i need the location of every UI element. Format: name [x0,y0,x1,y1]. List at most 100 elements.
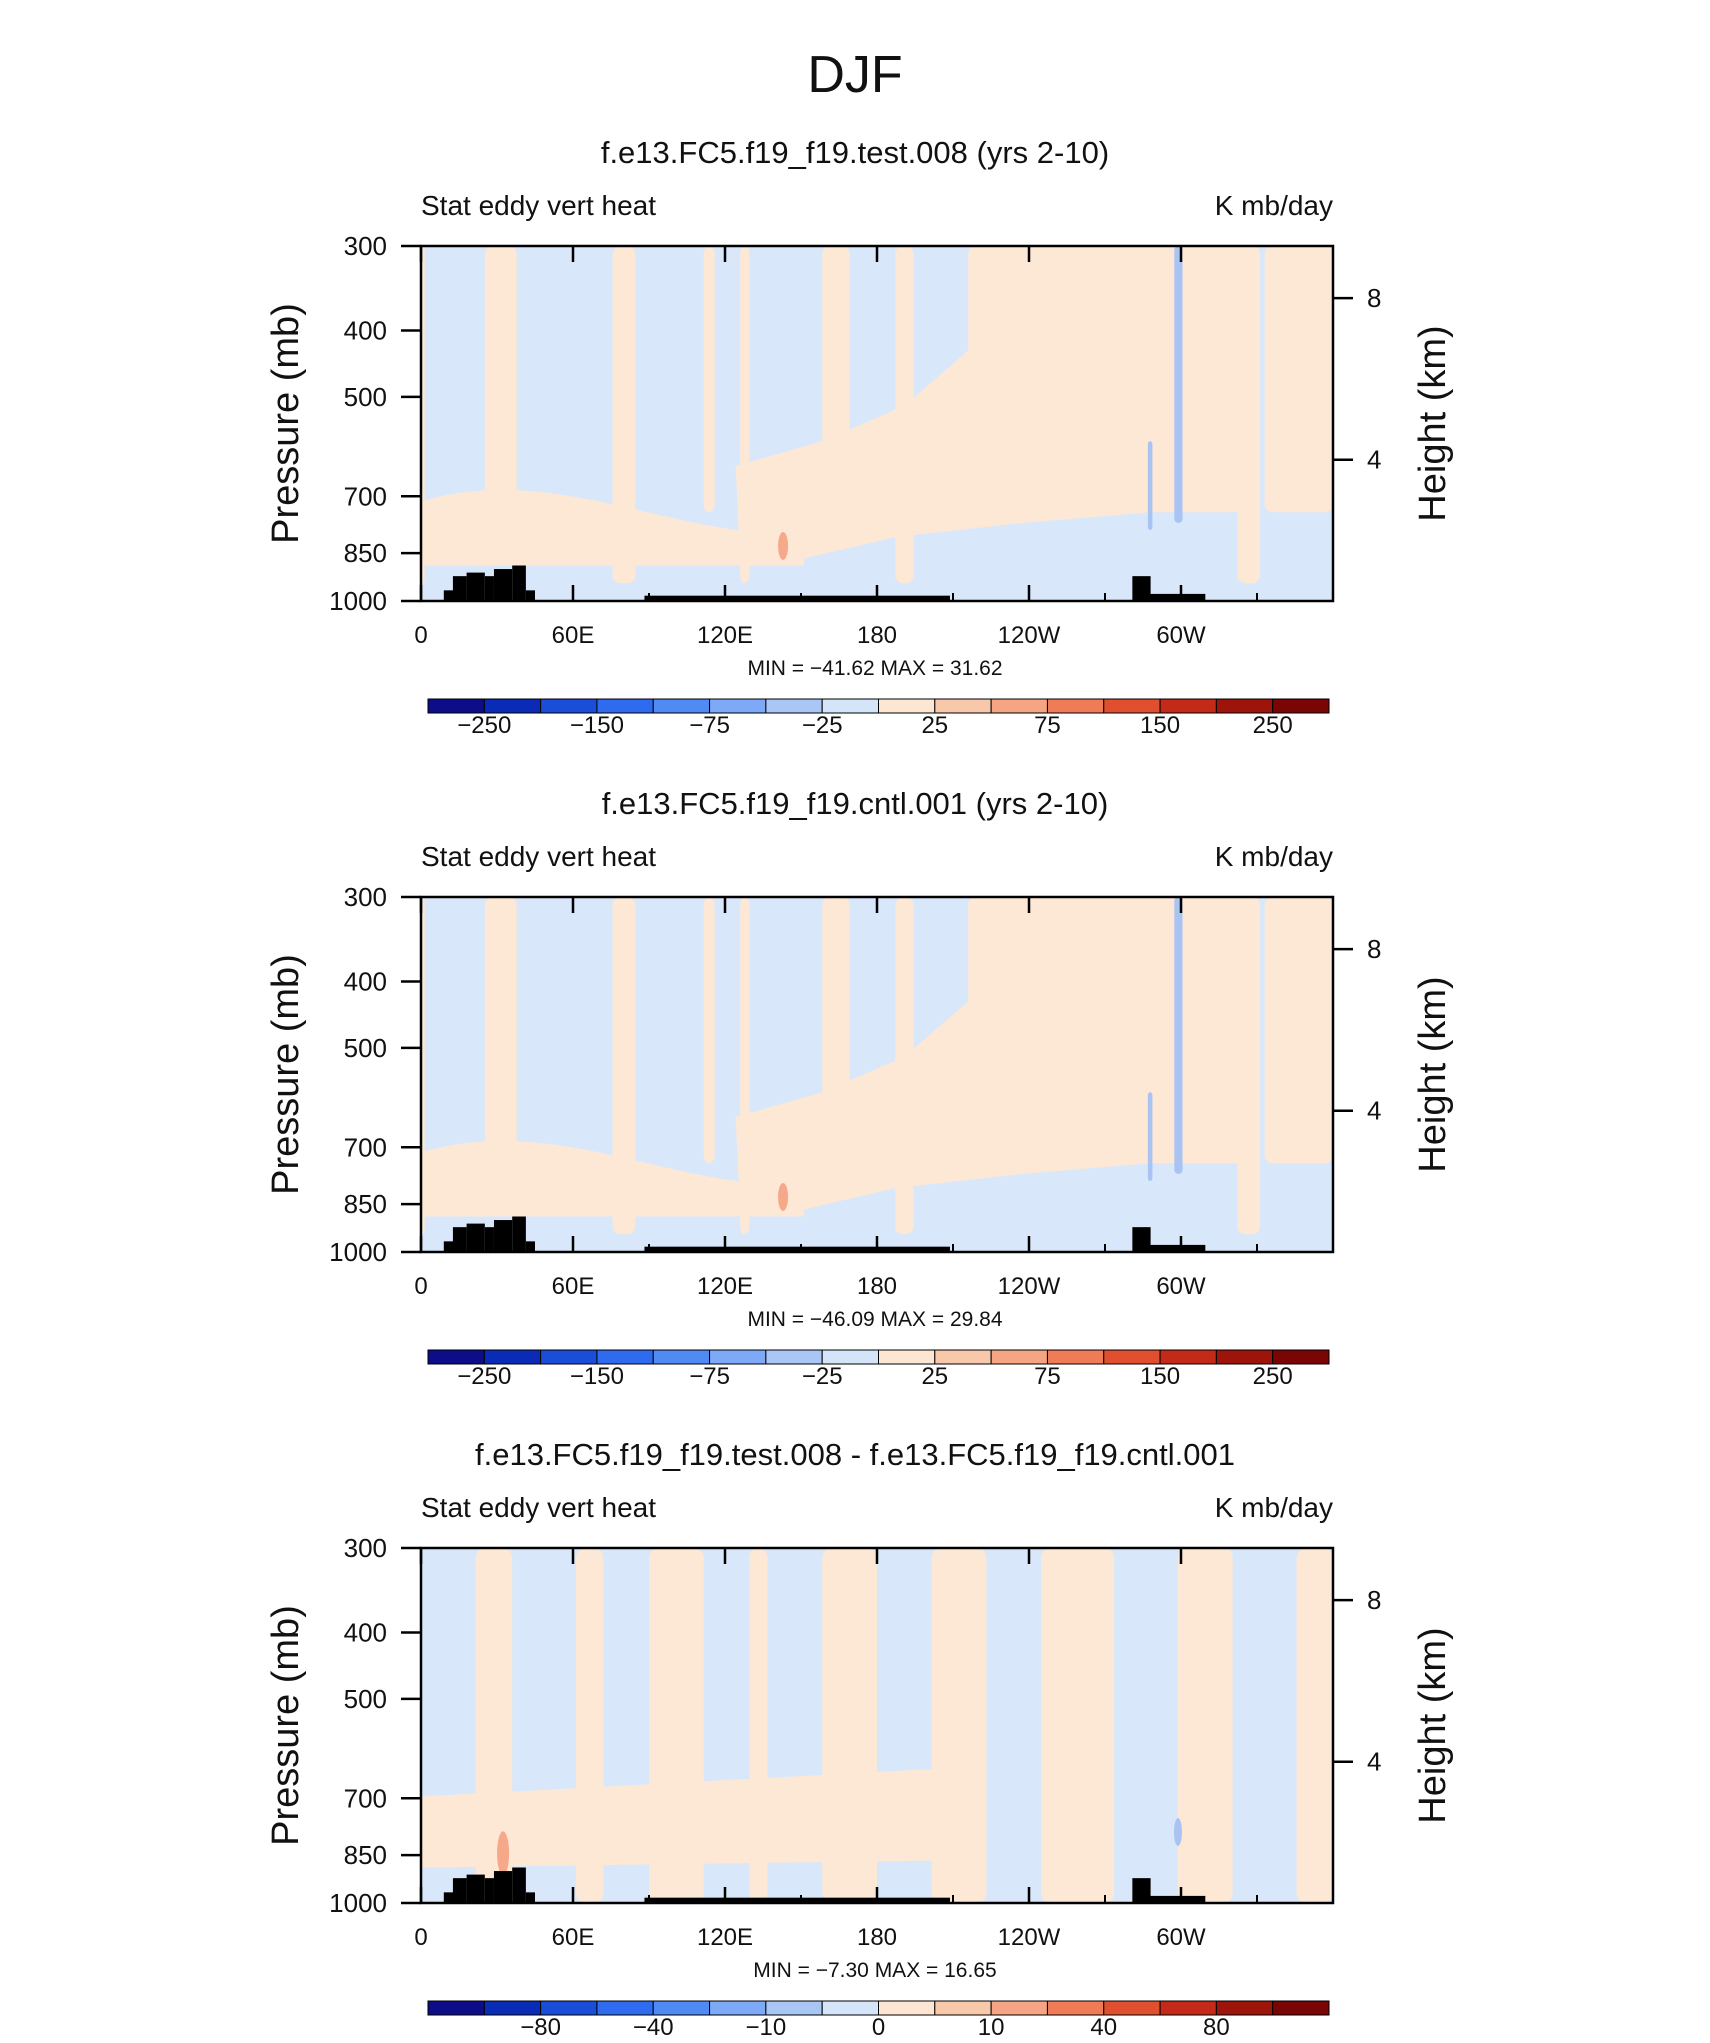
x-tick-label: 180 [857,622,897,649]
y-tick-label: 700 [344,481,387,511]
colorbar-box [652,698,711,714]
positive-max-spot [778,1182,789,1211]
panel-right-label: K mb/day [1215,1492,1333,1523]
topography [443,590,458,601]
y-tick-label: 500 [344,1684,387,1714]
topography [525,1892,535,1903]
colorbar-box [1272,698,1330,714]
negative-min-spot [1173,1818,1182,1846]
x-tick-label: 0 [414,1273,427,1300]
topography [644,1897,950,1903]
y-right-tick-label: 4 [1367,1747,1381,1777]
colorbar-box [765,2000,823,2016]
positive-region-strip [968,246,1261,513]
topography [644,595,950,601]
y-tick-label: 300 [344,1533,387,1563]
colorbar-label: 150 [1140,712,1180,739]
y-tick-label: 1000 [329,1237,387,1267]
colorbar-label: −25 [802,1363,843,1390]
colorbar-box [709,2000,767,2016]
topography [512,1867,526,1903]
panel-title: f.e13.FC5.f19_f19.test.008 (yrs 2-10) [601,135,1109,170]
colorbar-box [990,698,1048,714]
positive-max-spot [778,531,789,560]
topography [644,1246,950,1252]
y-tick-label: 700 [344,1132,387,1162]
colorbar-box [1272,1349,1330,1365]
positive-region-strip [1177,1548,1233,1903]
colorbar-label: 75 [1034,712,1061,739]
colorbar-box [427,698,485,714]
colorbar-box [878,1349,936,1365]
topography [484,1227,494,1252]
y-axis-label: Pressure (mb) [265,1605,307,1846]
topography [452,576,467,601]
panel-left-label: Stat eddy vert heat [421,841,656,872]
x-tick-label: 120W [998,1273,1061,1300]
colorbar-label: −25 [802,712,843,739]
positive-region-strip [703,897,715,1164]
positive-region-strip [484,897,517,1164]
topography [466,1223,485,1252]
colorbar-box [765,698,823,714]
topography [493,1220,513,1252]
y-tick-label: 1000 [329,1888,387,1918]
positive-region-strip [895,897,914,1235]
x-tick-label: 180 [857,1924,897,1951]
topography [443,1241,458,1252]
x-tick-label: 60W [1156,1273,1206,1300]
panel-right-label: K mb/day [1215,190,1333,221]
y-axis-label: Pressure (mb) [265,303,307,544]
positive-region-strip [740,897,750,1235]
topography [1146,1895,1206,1903]
colorbar-label: 10 [978,2014,1005,2038]
topography [493,1871,513,1903]
y-tick-label: 500 [344,1033,387,1063]
y-tick-label: 400 [344,966,387,996]
field-contours [421,246,1333,601]
positive-region-strip [1041,1548,1115,1903]
positive-region-lowlevel [421,489,805,566]
topography [452,1227,467,1252]
colorbar-box [483,1349,542,1365]
min-max-stats: MIN = −41.62 MAX = 31.62 [747,657,1002,680]
y-right-tick-label: 4 [1367,445,1381,475]
min-max-stats: MIN = −7.30 MAX = 16.65 [753,1959,996,1982]
colorbar-box [709,698,767,714]
colorbar-label: −250 [457,712,511,739]
panel-title: f.e13.FC5.f19_f19.cntl.001 (yrs 2-10) [602,786,1109,821]
colorbar-box [990,1349,1048,1365]
x-tick-label: 0 [414,1924,427,1951]
positive-region-strip [968,897,1261,1164]
y-tick-label: 1000 [329,586,387,616]
positive-region-strip [1264,897,1333,1164]
colorbar-box [821,1349,879,1365]
colorbar-box [1272,2000,1330,2016]
field-contours [421,1548,1333,1903]
colorbar-box [1103,2000,1161,2016]
colorbar-box [821,698,879,714]
positive-region-strip [895,246,914,584]
topography [466,1874,485,1903]
x-tick-label: 120E [697,622,753,649]
y-tick-label: 400 [344,1617,387,1647]
colorbar-box [540,1349,598,1365]
positive-region-strip [1296,1548,1333,1903]
colorbar-label: −40 [633,2014,674,2038]
colorbar-label: −75 [689,1363,730,1390]
colorbar-box [990,2000,1048,2016]
colorbar-label: 25 [921,712,948,739]
positive-region-strip [1237,246,1261,584]
colorbar-box [878,698,936,714]
panel-right-label: K mb/day [1215,841,1333,872]
y-tick-label: 400 [344,315,387,345]
topography [466,572,485,601]
colorbar-box [878,2000,936,2016]
colorbar-box [483,698,542,714]
colorbar-box [1046,2000,1105,2016]
colorbar-label: 80 [1203,2014,1230,2038]
colorbar-box [709,1349,767,1365]
y-right-tick-label: 8 [1367,283,1381,313]
y-right-tick-label: 8 [1367,1585,1381,1615]
colorbar-box [934,698,992,714]
